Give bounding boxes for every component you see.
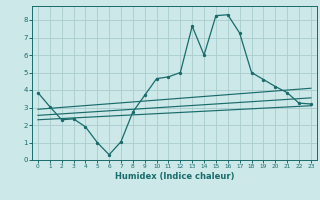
X-axis label: Humidex (Indice chaleur): Humidex (Indice chaleur) bbox=[115, 172, 234, 181]
